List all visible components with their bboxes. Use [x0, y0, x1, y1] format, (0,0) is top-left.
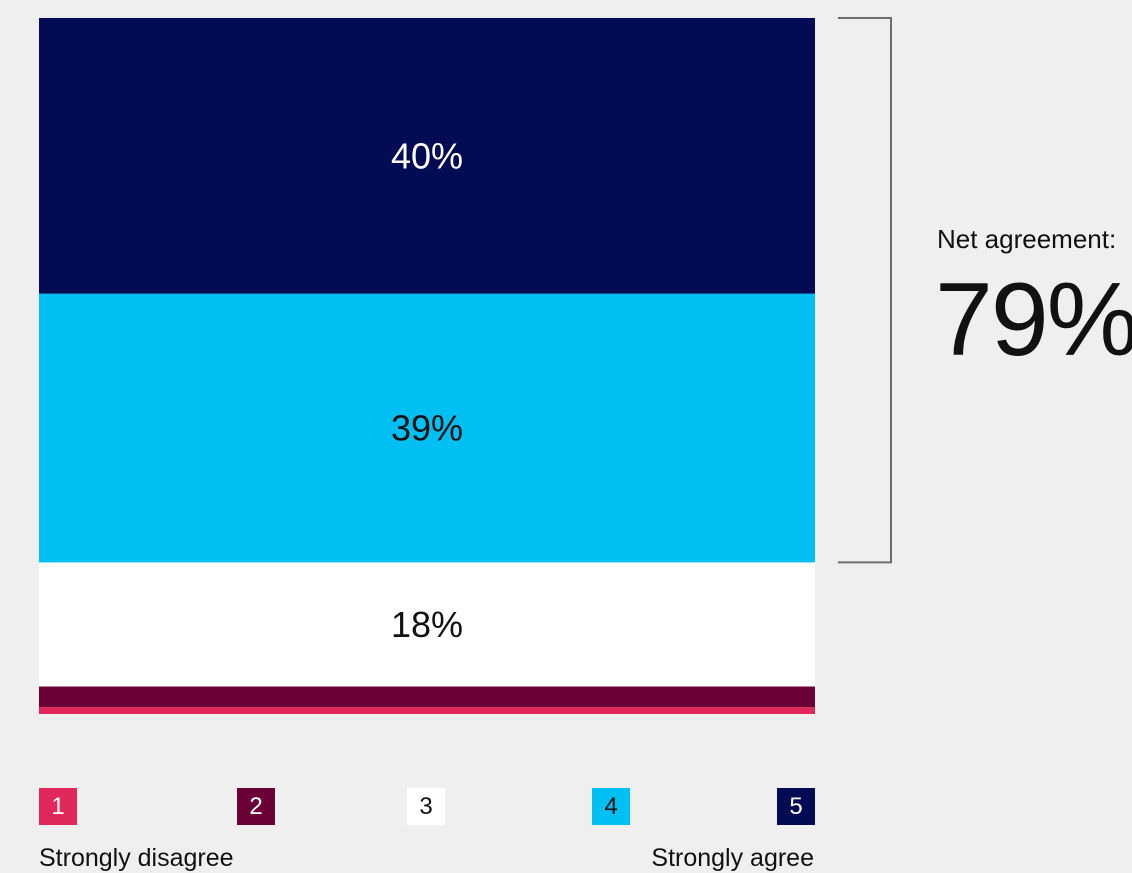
legend-left-text: Strongly disagree	[39, 844, 234, 872]
legend-right-text: Strongly agree	[651, 844, 814, 872]
agreement-bracket	[838, 17, 892, 564]
legend-item-2: 2	[237, 788, 275, 825]
bar-segment-5	[39, 18, 815, 294]
net-agreement-caption: Net agreement:	[937, 224, 1117, 254]
data-label-5: 40%	[391, 135, 463, 176]
bar-segment-4	[39, 293, 815, 563]
net-agreement-value: 79%	[935, 262, 1132, 378]
bar-segment-1	[39, 707, 815, 714]
bar-segment-2	[39, 686, 815, 708]
bar-segment-3	[39, 562, 815, 687]
legend-item-4: 4	[592, 788, 630, 825]
data-label-4: 39%	[391, 408, 463, 449]
legend-item-3: 3	[407, 788, 445, 825]
legend-item-5: 5	[777, 788, 815, 825]
legend-item-1: 1	[39, 788, 77, 825]
data-label-3: 18%	[391, 604, 463, 645]
